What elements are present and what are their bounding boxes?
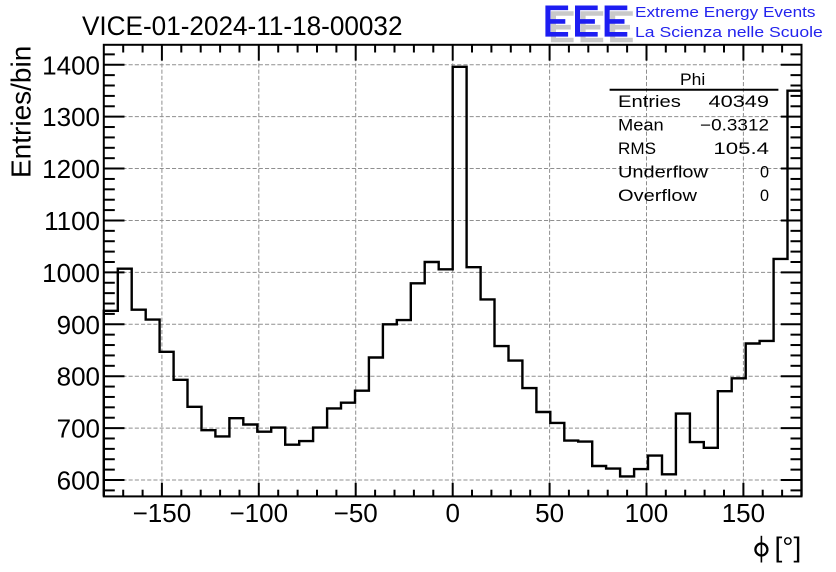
svg-text:RMS: RMS: [618, 140, 656, 158]
svg-text:0: 0: [760, 187, 769, 205]
svg-text:Entries: Entries: [618, 93, 681, 111]
svg-text:La Scienza nelle Scuole: La Scienza nelle Scuole: [635, 24, 823, 41]
svg-text:−50: −50: [334, 498, 378, 528]
svg-text:1000: 1000: [42, 258, 100, 288]
svg-text:−0.3312: −0.3312: [700, 117, 769, 135]
svg-text:Underflow: Underflow: [618, 164, 708, 182]
svg-text:−100: −100: [230, 498, 289, 528]
svg-text:100: 100: [625, 498, 668, 528]
svg-text:Entries/bin: Entries/bin: [6, 46, 37, 178]
svg-text:1200: 1200: [42, 154, 100, 184]
svg-text:Overflow: Overflow: [618, 187, 697, 205]
svg-text:900: 900: [57, 310, 100, 340]
svg-text:1100: 1100: [44, 206, 100, 236]
svg-text:[°]: [°]: [775, 532, 802, 563]
svg-text:Mean: Mean: [618, 117, 664, 135]
svg-text:600: 600: [57, 466, 100, 496]
svg-text:1300: 1300: [42, 102, 100, 132]
svg-text:Phi: Phi: [680, 71, 705, 89]
svg-text:0: 0: [760, 164, 769, 182]
svg-text:700: 700: [57, 414, 100, 444]
svg-text:105.4: 105.4: [713, 140, 769, 158]
svg-text:Extreme Energy Events: Extreme Energy Events: [635, 4, 816, 21]
svg-text:800: 800: [57, 362, 100, 392]
svg-text:40349: 40349: [709, 93, 770, 111]
svg-text:−150: −150: [133, 498, 192, 528]
svg-text:VICE-01-2024-11-18-00032: VICE-01-2024-11-18-00032: [82, 11, 403, 41]
svg-text:150: 150: [722, 498, 765, 528]
svg-text:50: 50: [535, 498, 564, 528]
svg-text:1400: 1400: [42, 50, 100, 80]
svg-text:0: 0: [445, 498, 459, 528]
